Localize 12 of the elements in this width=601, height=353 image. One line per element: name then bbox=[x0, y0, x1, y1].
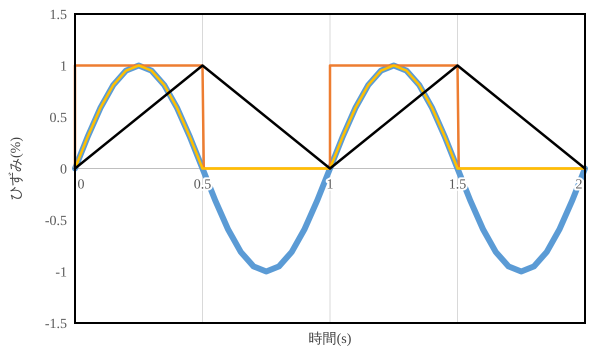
y-tick-label: 1.5 bbox=[50, 8, 67, 23]
y-tick-label: 0 bbox=[60, 162, 67, 178]
x-tick-label: 2 bbox=[576, 178, 582, 192]
y-tick-label: -0.5 bbox=[44, 214, 67, 229]
y-tick-label: 0.5 bbox=[50, 111, 67, 126]
y-tick-label: 1 bbox=[60, 60, 67, 74]
y-axis-title: ひずみ(%) bbox=[8, 136, 24, 200]
x-tick-label: 1 bbox=[326, 178, 334, 192]
x-axis-title: 時間(s) bbox=[308, 331, 352, 347]
x-tick-label: 0 bbox=[78, 178, 84, 192]
y-tick-label: -1 bbox=[55, 266, 67, 280]
y-tick-label: -1.5 bbox=[44, 317, 67, 332]
